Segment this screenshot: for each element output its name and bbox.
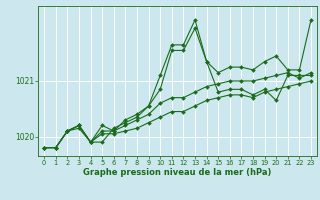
X-axis label: Graphe pression niveau de la mer (hPa): Graphe pression niveau de la mer (hPa) bbox=[84, 168, 272, 177]
